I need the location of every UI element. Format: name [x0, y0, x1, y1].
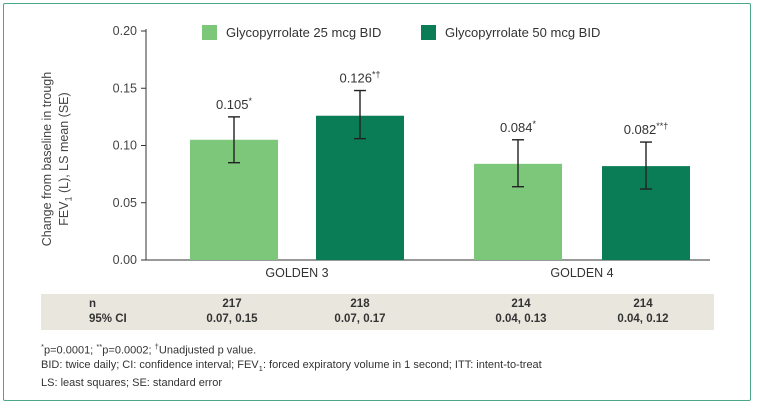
x-category-label: GOLDEN 4 [550, 266, 613, 280]
y-axis-label-line2: FEV1 (L), LS mean (SE) [56, 92, 74, 226]
y-tick-label: 0.05 [113, 196, 137, 210]
stats-ci-cell: 0.04, 0.13 [495, 313, 547, 325]
stats-ci-cell: 0.04, 0.12 [617, 313, 669, 325]
stats-n-cell: 214 [511, 298, 531, 310]
data-label: 0.126*† [339, 70, 380, 86]
legend-item-series-1: Glycopyrrolate 25 mcg BID [202, 25, 381, 40]
footnotes: *p=0.0001; **p=0.0002; †Unadjusted p val… [41, 340, 542, 390]
y-tick-label: 0.15 [113, 81, 137, 95]
stats-ci-label: 95% CI [89, 313, 127, 325]
legend-swatch-series-2 [421, 25, 436, 40]
legend-item-series-2: Glycopyrrolate 50 mcg BID [421, 25, 600, 40]
stats-table: n 95% CI 217 0.07, 0.15 218 0.07, 0.17 2… [41, 294, 714, 330]
legend-swatch-series-1 [202, 25, 217, 40]
footnote-line-1: *p=0.0001; **p=0.0002; †Unadjusted p val… [41, 342, 257, 357]
bar [316, 115, 404, 260]
y-axis-label: Change from baseline in trough FEV1 (L),… [40, 44, 74, 274]
y-tick-label: 0.20 [113, 24, 137, 38]
legend-label-series-2: Glycopyrrolate 50 mcg BID [445, 25, 601, 40]
footnote-line-3: LS: least squares; SE: standard error [41, 376, 222, 389]
y-tick-label: 0.10 [113, 139, 137, 153]
footnote-line-2: BID: twice daily; CI: confidence interva… [41, 358, 542, 373]
data-label: 0.084* [500, 119, 537, 135]
legend-label-series-1: Glycopyrrolate 25 mcg BID [226, 25, 382, 40]
stats-n-label: n [89, 298, 97, 310]
data-label: 0.105* [216, 96, 253, 112]
stats-ci-cell: 0.07, 0.17 [334, 313, 386, 325]
stats-n-cell: 218 [350, 298, 370, 310]
y-axis-label-line1: Change from baseline in trough [39, 71, 54, 247]
stats-ci-cell: 0.07, 0.15 [206, 313, 258, 325]
chart-frame [3, 3, 751, 401]
data-label: 0.082**† [624, 121, 669, 137]
stats-n-cell: 214 [633, 298, 653, 310]
y-tick-label: 0.00 [113, 253, 137, 267]
x-category-label: GOLDEN 3 [265, 266, 328, 280]
stats-n-cell: 217 [222, 298, 242, 310]
